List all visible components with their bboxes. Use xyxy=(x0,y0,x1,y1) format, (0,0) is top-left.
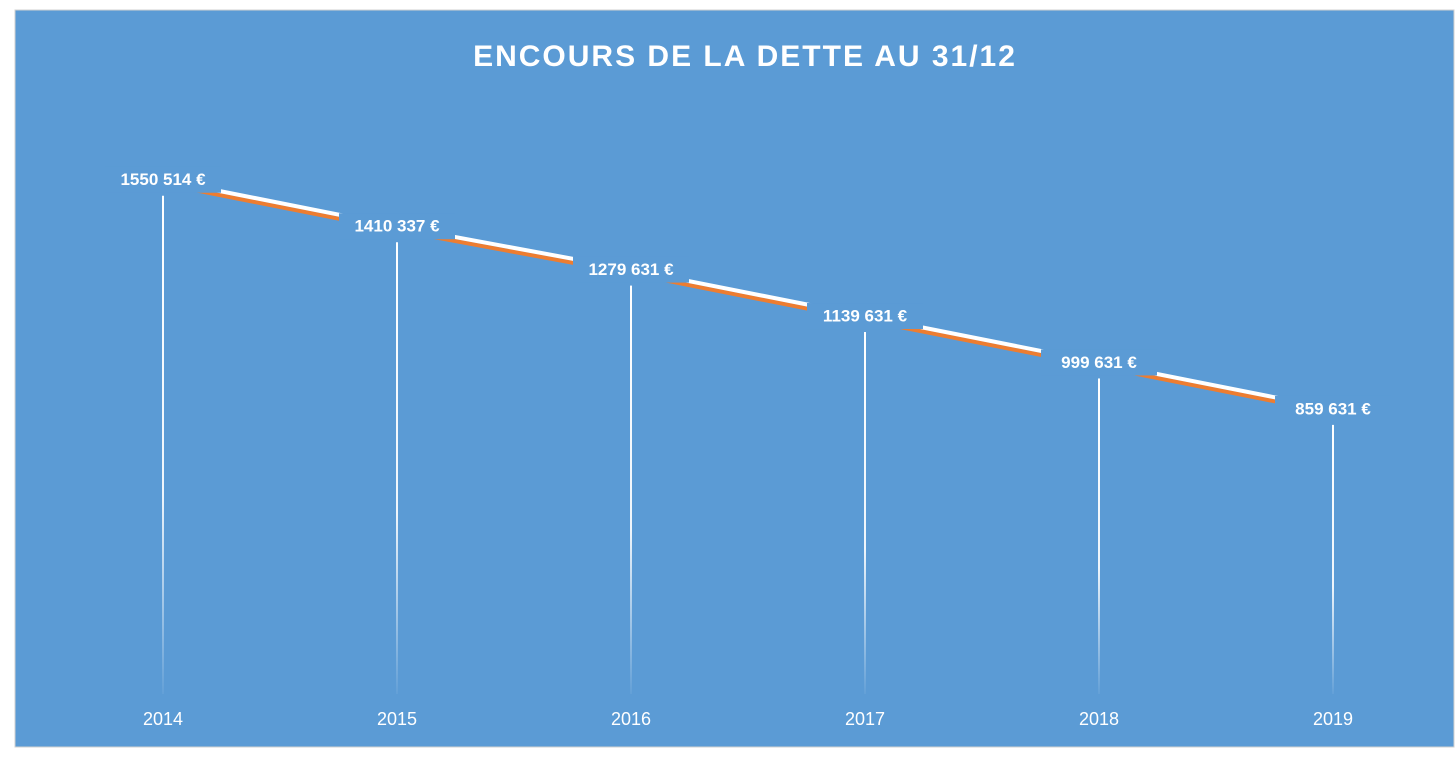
x-tick-label: 2018 xyxy=(1079,709,1119,729)
label-background xyxy=(573,256,689,283)
drop-line xyxy=(1098,378,1100,694)
drop-line xyxy=(162,195,164,694)
data-label: 1410 337 € xyxy=(354,217,440,236)
x-tick-label: 2019 xyxy=(1313,709,1353,729)
label-background xyxy=(1041,349,1157,376)
chart-title: ENCOURS DE LA DETTE AU 31/12 xyxy=(473,40,1017,73)
data-label: 999 631 € xyxy=(1061,353,1137,372)
data-label: 859 631 € xyxy=(1295,399,1371,418)
drop-line xyxy=(630,285,632,694)
chart-background xyxy=(14,9,1455,748)
data-label: 1279 631 € xyxy=(588,260,674,279)
data-label: 1550 514 € xyxy=(120,170,206,189)
label-background xyxy=(807,303,923,330)
x-tick-label: 2016 xyxy=(611,709,651,729)
drop-line xyxy=(864,332,866,694)
drop-line xyxy=(1332,424,1334,694)
data-label: 1139 631 € xyxy=(823,307,908,326)
x-tick-label: 2017 xyxy=(845,709,885,729)
label-background xyxy=(339,213,455,240)
drop-line xyxy=(396,242,398,695)
x-tick-label: 2014 xyxy=(143,709,183,729)
label-background xyxy=(105,166,221,193)
x-tick-label: 2015 xyxy=(377,709,417,729)
label-background xyxy=(1275,395,1391,422)
